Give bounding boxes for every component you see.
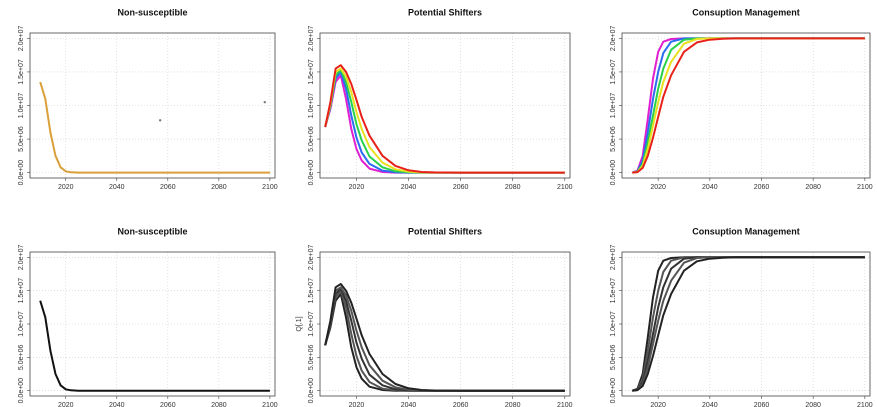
x-tick-label: 2060: [754, 184, 770, 191]
x-tick-label: 2040: [109, 184, 125, 191]
y-tick-label: 0.0e+00: [610, 378, 617, 404]
y-tick-label: 2.0e+07: [610, 244, 617, 270]
y-tick-label: 1.5e+07: [18, 278, 25, 304]
x-tick-label: 2100: [857, 402, 873, 407]
y-tick-label: 5.0e+06: [18, 126, 25, 152]
y-tick-label: 1.5e+07: [610, 278, 617, 304]
y-tick-label: 1.0e+07: [308, 311, 315, 337]
x-tick-label: 2080: [505, 402, 521, 407]
x-tick-label: 2020: [349, 402, 365, 407]
y-tick-label: 0.0e+00: [308, 160, 315, 186]
x-tick-label: 2080: [211, 402, 227, 407]
y-tick-label: 5.0e+06: [18, 344, 25, 370]
y-tick-label: 2.0e+07: [610, 26, 617, 52]
y-tick-label: 5.0e+06: [610, 126, 617, 152]
x-tick-label: 2100: [557, 184, 573, 191]
plot-frame: [319, 32, 571, 179]
y-tick-label: 2.0e+07: [308, 244, 315, 270]
series-line: [39, 300, 270, 392]
y-tick-label: 1.5e+07: [610, 59, 617, 85]
x-tick-label: 2020: [58, 402, 74, 407]
y-tick-label: 1.0e+07: [18, 93, 25, 119]
plot-frame: [29, 251, 276, 397]
plot-frame: [621, 32, 871, 179]
chart-title: Potential Shifters: [408, 226, 482, 236]
plot-frame: [621, 251, 871, 397]
series-line: [324, 283, 565, 392]
y-tick-label: 2.0e+07: [18, 26, 25, 52]
x-tick-label: 2100: [262, 402, 278, 407]
x-tick-label: 2080: [211, 184, 227, 191]
series-line: [632, 37, 865, 174]
x-tick-label: 2060: [754, 402, 770, 407]
y-tick-label: 1.5e+07: [308, 59, 315, 85]
y-tick-label: 1.5e+07: [308, 278, 315, 304]
point: [263, 100, 266, 104]
x-tick-label: 2080: [805, 184, 821, 191]
y-tick-label: 1.5e+07: [18, 59, 25, 85]
x-tick-label: 2080: [505, 184, 521, 191]
chart-title: Non-susceptible: [117, 7, 187, 17]
y-tick-label: 1.0e+07: [610, 311, 617, 337]
x-tick-label: 2040: [702, 184, 718, 191]
y-tick-label: 0.0e+00: [610, 160, 617, 186]
chart-title: Consuption Management: [692, 7, 800, 17]
y-tick-label: 5.0e+06: [610, 344, 617, 370]
chart-title: Potential Shifters: [408, 7, 482, 17]
y-tick-label: 1.0e+07: [610, 93, 617, 119]
y-tick-label: 0.0e+00: [18, 160, 25, 186]
y-tick-label: 2.0e+07: [308, 26, 315, 52]
x-tick-label: 2040: [401, 402, 417, 407]
x-tick-label: 2040: [109, 402, 125, 407]
x-tick-label: 2020: [650, 184, 666, 191]
chart-title: Consuption Management: [692, 226, 800, 236]
plot-frame: [319, 251, 571, 397]
y-tick-label: 5.0e+06: [308, 344, 315, 370]
x-tick-label: 2060: [453, 402, 469, 407]
y-tick-label: 2.0e+07: [18, 244, 25, 270]
y-tick-label: 0.0e+00: [18, 378, 25, 404]
x-tick-label: 2100: [557, 402, 573, 407]
x-tick-label: 2100: [262, 184, 278, 191]
x-tick-label: 2060: [160, 402, 176, 407]
series-line: [324, 64, 565, 174]
x-tick-label: 2020: [58, 184, 74, 191]
point: [158, 119, 162, 122]
y-axis-label: Q[,1]: [296, 316, 303, 331]
x-tick-label: 2040: [702, 402, 718, 407]
x-tick-label: 2020: [650, 402, 666, 407]
x-tick-label: 2020: [349, 184, 365, 191]
series-line: [632, 256, 865, 392]
y-tick-label: 0.0e+00: [308, 378, 315, 404]
series-line: [39, 81, 270, 174]
y-tick-label: 1.0e+07: [308, 93, 315, 119]
x-tick-label: 2060: [160, 184, 176, 191]
x-tick-label: 2060: [453, 184, 469, 191]
y-tick-label: 1.0e+07: [18, 311, 25, 337]
plot-frame: [29, 32, 276, 179]
x-tick-label: 2100: [857, 184, 873, 191]
x-tick-label: 2040: [401, 184, 417, 191]
y-tick-label: 5.0e+06: [308, 126, 315, 152]
chart-title: Non-susceptible: [117, 226, 187, 236]
x-tick-label: 2080: [805, 402, 821, 407]
